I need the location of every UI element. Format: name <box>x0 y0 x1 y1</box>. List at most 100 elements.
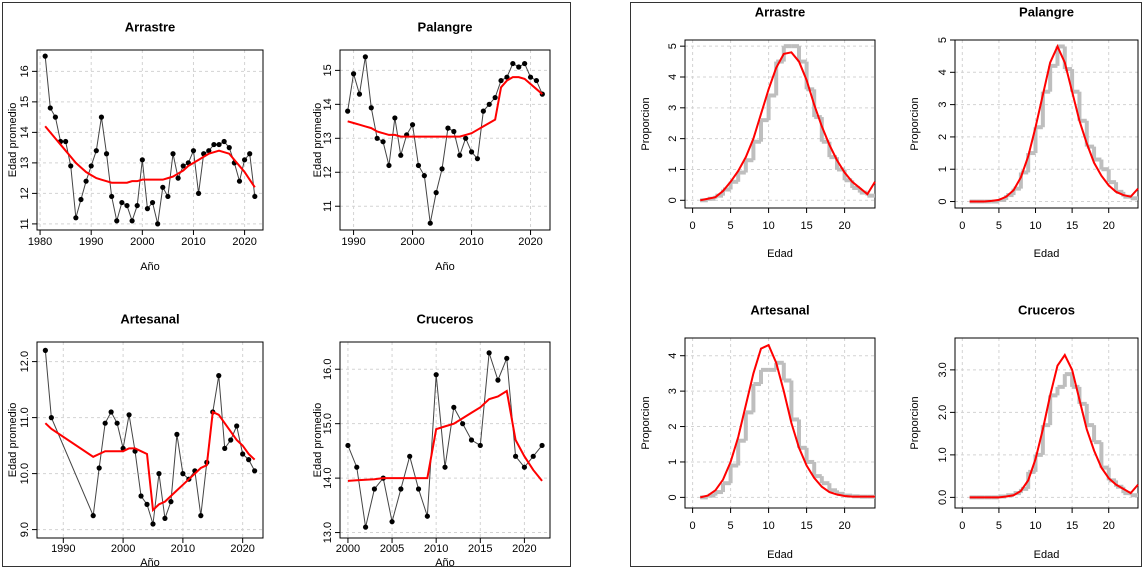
data-point <box>170 151 176 157</box>
y-tick-label: 4 <box>667 353 679 359</box>
plot-box <box>954 39 1139 209</box>
y-tick-label: 5 <box>937 37 949 43</box>
left-panel <box>2 2 571 567</box>
chart-title: Palangre <box>1019 4 1074 19</box>
y-tick-label: 1 <box>667 459 679 465</box>
data-point <box>433 190 439 196</box>
plot-box <box>954 337 1139 509</box>
x-tick-label: 1990 <box>79 236 103 248</box>
data-point <box>371 486 378 492</box>
data-point <box>389 519 395 525</box>
data-point <box>354 464 360 470</box>
data-point <box>463 135 469 141</box>
y-tick-label: 0 <box>667 197 679 203</box>
data-point <box>42 53 48 59</box>
data-point <box>486 101 492 107</box>
data-point <box>180 471 186 477</box>
data-point <box>362 524 369 530</box>
y-tick-label: 16.0 <box>322 359 334 380</box>
x-tick-label: 10 <box>762 220 774 232</box>
x-tick-label: 2020 <box>518 236 542 248</box>
y-tick-label: 2 <box>667 136 679 142</box>
data-point <box>468 149 475 155</box>
data-point <box>42 347 48 353</box>
data-point <box>480 108 486 114</box>
chart-title: Artesanal <box>750 302 809 317</box>
x-tick-label: 2020 <box>232 236 256 248</box>
data-point <box>415 162 422 169</box>
data-point <box>407 453 413 459</box>
data-point <box>102 420 108 426</box>
x-tick-label: 1990 <box>51 543 75 555</box>
data-point <box>533 77 540 84</box>
y-tick-label: 3 <box>667 388 679 394</box>
data-point <box>504 74 510 80</box>
x-tick-label: 2020 <box>230 543 254 555</box>
x-axis-label: Edad <box>1034 549 1060 561</box>
x-tick-label: 0 <box>690 520 696 532</box>
x-tick-label: 2005 <box>380 543 404 555</box>
data-point <box>510 60 516 67</box>
y-tick-label: 9.0 <box>19 522 31 537</box>
x-tick-label: 10 <box>1029 220 1041 232</box>
y-tick-label: 1 <box>667 166 679 172</box>
y-tick-label: 4 <box>937 69 949 75</box>
x-tick-label: 10 <box>762 520 774 532</box>
data-point <box>73 215 79 221</box>
x-tick-label: 15 <box>800 520 812 532</box>
data-point <box>512 453 519 459</box>
data-point <box>126 412 132 418</box>
data-point <box>114 218 120 224</box>
data-point <box>486 350 492 356</box>
data-point <box>498 77 504 84</box>
data-point <box>48 415 54 421</box>
y-tick-label: 14 <box>322 98 334 110</box>
y-axis-label: Edad promedio <box>7 403 19 478</box>
data-point <box>442 464 448 470</box>
y-tick-label: 11 <box>322 201 334 212</box>
data-point <box>521 464 528 470</box>
y-tick-label: 2 <box>937 134 949 140</box>
plot-box <box>339 49 551 231</box>
data-point <box>504 355 510 361</box>
data-point <box>530 453 536 459</box>
data-point <box>240 451 246 457</box>
data-point <box>457 152 463 158</box>
data-point <box>198 513 204 519</box>
smooth-line <box>44 410 256 513</box>
x-tick-label: 2010 <box>424 543 448 555</box>
data-point <box>138 493 144 499</box>
data-point <box>119 199 125 206</box>
data-point <box>228 437 234 443</box>
data-point <box>356 91 363 97</box>
x-tick-label: 1980 <box>28 236 52 248</box>
data-point <box>460 421 466 427</box>
x-tick-label: 20 <box>1103 220 1115 232</box>
data-point <box>424 513 430 519</box>
data-point <box>150 521 156 527</box>
x-tick-label: 5 <box>996 520 1002 532</box>
data-point <box>226 145 232 151</box>
y-tick-label: 4 <box>667 74 679 80</box>
x-tick-label: 15 <box>1066 520 1078 532</box>
x-tick-label: 20 <box>838 520 850 532</box>
y-tick-label: 1 <box>937 166 949 172</box>
y-tick-label: 5 <box>667 43 679 49</box>
data-point <box>236 178 243 184</box>
smooth-line <box>969 44 1139 203</box>
data-point <box>409 122 416 128</box>
data-point <box>149 199 156 206</box>
x-tick-label: 15 <box>1066 220 1078 232</box>
data-point <box>246 457 252 463</box>
x-tick-label: 10 <box>1029 520 1041 532</box>
x-tick-label: 5 <box>728 220 734 232</box>
x-tick-label: 20 <box>1103 520 1115 532</box>
data-point <box>234 423 240 429</box>
data-point <box>421 173 427 179</box>
x-axis-label: Edad <box>767 549 793 561</box>
data-point <box>114 420 120 426</box>
data-point <box>88 163 94 169</box>
data-point <box>68 163 74 169</box>
